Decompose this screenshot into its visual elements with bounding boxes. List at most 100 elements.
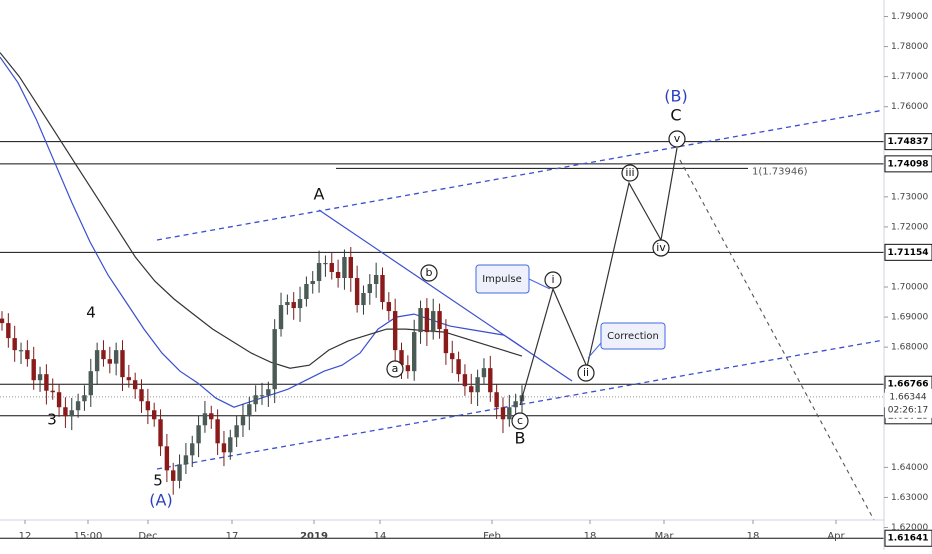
wave-label-b-paren: (B) xyxy=(664,87,687,106)
candle-body xyxy=(405,365,411,372)
candle-body xyxy=(69,410,74,417)
candle-body xyxy=(431,311,436,333)
candle-body xyxy=(462,374,468,387)
candles-layer xyxy=(0,247,525,495)
correction-callout-text: Correction xyxy=(607,331,659,342)
wave-label-b-minor-circle xyxy=(420,264,438,282)
time-tick-label: 18 xyxy=(584,531,597,542)
level-label: 1.66766 xyxy=(888,380,929,390)
time-tick-label: 2019 xyxy=(300,531,328,542)
candle-body xyxy=(507,407,512,420)
candle-body xyxy=(367,284,373,294)
wave-label-c-major: C xyxy=(670,106,681,125)
time-tick-label: 17 xyxy=(226,531,239,542)
impulse-callout-pointer xyxy=(528,278,551,290)
candle-body xyxy=(101,350,106,360)
candle-body xyxy=(253,395,258,405)
candle-body xyxy=(25,350,30,360)
fib-label: 1(1.73946) xyxy=(752,166,808,177)
level-label: 1.74098 xyxy=(888,159,929,169)
price-tick-label: 1.77000 xyxy=(891,72,928,82)
candle-body xyxy=(126,377,132,381)
candle-body xyxy=(196,425,201,444)
candle-body xyxy=(190,443,195,456)
candle-body xyxy=(513,401,518,408)
candle-body xyxy=(323,262,328,265)
time-tick-label: 18 xyxy=(747,531,760,542)
candle-body xyxy=(354,278,360,306)
candle-body xyxy=(82,395,87,402)
candle-body xyxy=(145,401,151,411)
time-tick-label: Apr xyxy=(827,531,845,542)
candle-body xyxy=(481,368,487,378)
wave-label-i-circle xyxy=(544,271,562,289)
candle-body xyxy=(50,390,55,393)
level-tag-5 xyxy=(884,529,932,547)
wave-label-v: v xyxy=(674,132,681,145)
price-tick-label: 1.69000 xyxy=(891,313,928,323)
correction-callout-pointer xyxy=(587,342,602,359)
wave-label-ii: ii xyxy=(583,366,589,379)
candle-body xyxy=(44,374,49,391)
candle-body xyxy=(291,302,296,309)
candle-body xyxy=(285,302,290,306)
time-tick-label: Mar xyxy=(655,531,675,542)
candle-body xyxy=(215,419,220,444)
candle-body xyxy=(272,329,277,390)
candle-body xyxy=(139,389,144,402)
wave-label-v-circle xyxy=(668,130,686,148)
current-price-label: 1.66344 xyxy=(889,392,926,402)
candle-body xyxy=(329,262,334,272)
candle-body xyxy=(475,377,480,393)
candle-body xyxy=(75,401,81,411)
wave-label-b-minor: b xyxy=(426,266,433,279)
candle-body xyxy=(399,350,404,366)
wave-label-iii-circle xyxy=(621,164,639,182)
candle-body xyxy=(56,392,62,408)
candle-body xyxy=(259,395,265,397)
price-tick-label: 1.76000 xyxy=(891,102,928,112)
candle-body xyxy=(310,281,315,285)
candle-body xyxy=(316,262,322,282)
candle-body xyxy=(221,443,227,453)
candle-body xyxy=(386,302,392,312)
candle-body xyxy=(240,416,246,426)
candle-body xyxy=(500,407,506,420)
time-tick-label: 12 xyxy=(19,531,32,542)
level-label: 1.74837 xyxy=(888,137,929,147)
candle-body xyxy=(164,446,170,471)
wave-label-b-major: B xyxy=(515,429,526,448)
candle-body xyxy=(6,323,11,339)
candle-body xyxy=(488,368,493,393)
candle-body xyxy=(88,371,93,396)
candle-body xyxy=(158,419,163,447)
candle-body xyxy=(94,350,100,372)
candle-body xyxy=(120,350,125,378)
candle-body xyxy=(418,308,423,333)
candle-body xyxy=(12,338,17,351)
candle-body xyxy=(209,413,214,420)
candle-body xyxy=(247,404,252,417)
level-tag-2 xyxy=(884,243,932,261)
price-tick-label: 1.63000 xyxy=(891,493,928,503)
trend-line xyxy=(318,209,573,382)
candle-body xyxy=(234,425,239,438)
candle-body xyxy=(107,359,113,364)
candle-body xyxy=(266,389,271,396)
wave-label-c-minor: c xyxy=(517,414,523,427)
candle-body xyxy=(177,464,182,481)
candle-body xyxy=(494,392,499,408)
price-tick-label: 1.72000 xyxy=(891,222,928,232)
price-tick-label: 1.78000 xyxy=(891,42,928,52)
candle-body xyxy=(171,470,176,481)
price-axis: 1.79000 1.78000 1.77000 1.76000 1.73000 1.720… xyxy=(883,0,928,550)
candle-body xyxy=(202,413,208,426)
wave-label-i: i xyxy=(551,273,554,286)
wave-label-a-paren: (A) xyxy=(149,491,172,510)
time-tick-label: 14 xyxy=(374,531,387,542)
candle-body xyxy=(380,275,385,303)
candle-body xyxy=(373,275,379,285)
candle-body xyxy=(0,318,5,324)
